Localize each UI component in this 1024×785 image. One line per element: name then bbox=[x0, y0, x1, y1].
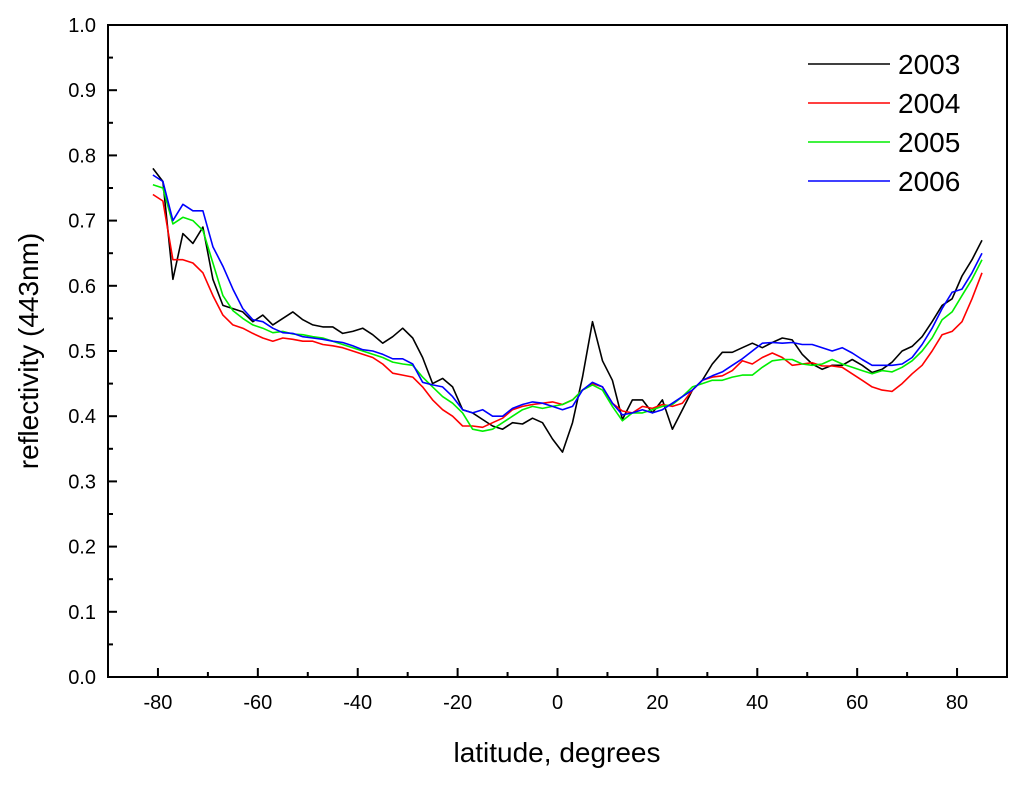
axis-ticks bbox=[107, 24, 1008, 678]
x-tick-label: 60 bbox=[846, 692, 868, 714]
y-axis-title: reflectivity (443nm) bbox=[13, 233, 44, 470]
axis-tick-labels: -80 -60 -40 -20 0 20 40 60 80 0.0 0.1 0.2 0.3 0.4 0.5 0… bbox=[68, 15, 968, 714]
x-tick-label: 80 bbox=[946, 692, 968, 714]
legend: 2003 2004 2005 2006 bbox=[808, 49, 960, 197]
x-tick-label: -20 bbox=[443, 692, 472, 714]
y-tick-label: 0.8 bbox=[68, 145, 96, 167]
x-tick-label: -60 bbox=[243, 692, 272, 714]
y-tick-label: 0.9 bbox=[68, 80, 96, 102]
y-tick-label: 0.2 bbox=[68, 537, 96, 559]
x-tick-label: -80 bbox=[143, 692, 172, 714]
y-tick-label: 0.3 bbox=[68, 471, 96, 493]
x-tick-label: 0 bbox=[552, 692, 563, 714]
series-lines bbox=[152, 167, 983, 453]
y-tick-label: 0.1 bbox=[68, 602, 96, 624]
y-tick-label: 0.6 bbox=[68, 276, 96, 298]
y-tick-label: 0.7 bbox=[68, 211, 96, 233]
x-axis-title: latitude, degrees bbox=[453, 737, 660, 768]
legend-label-2004: 2004 bbox=[898, 88, 960, 119]
legend-label-2005: 2005 bbox=[898, 127, 960, 158]
y-tick-label: 0.0 bbox=[68, 667, 96, 689]
series-line-2006 bbox=[152, 174, 983, 418]
x-tick-label: 20 bbox=[646, 692, 668, 714]
legend-label-2003: 2003 bbox=[898, 49, 960, 80]
x-tick-label: -40 bbox=[343, 692, 372, 714]
x-tick-label: 40 bbox=[746, 692, 768, 714]
y-tick-label: 1.0 bbox=[68, 15, 96, 37]
y-tick-label: 0.4 bbox=[68, 406, 96, 428]
legend-label-2006: 2006 bbox=[898, 166, 960, 197]
plot-area bbox=[107, 24, 1008, 678]
y-tick-label: 0.5 bbox=[68, 341, 96, 363]
